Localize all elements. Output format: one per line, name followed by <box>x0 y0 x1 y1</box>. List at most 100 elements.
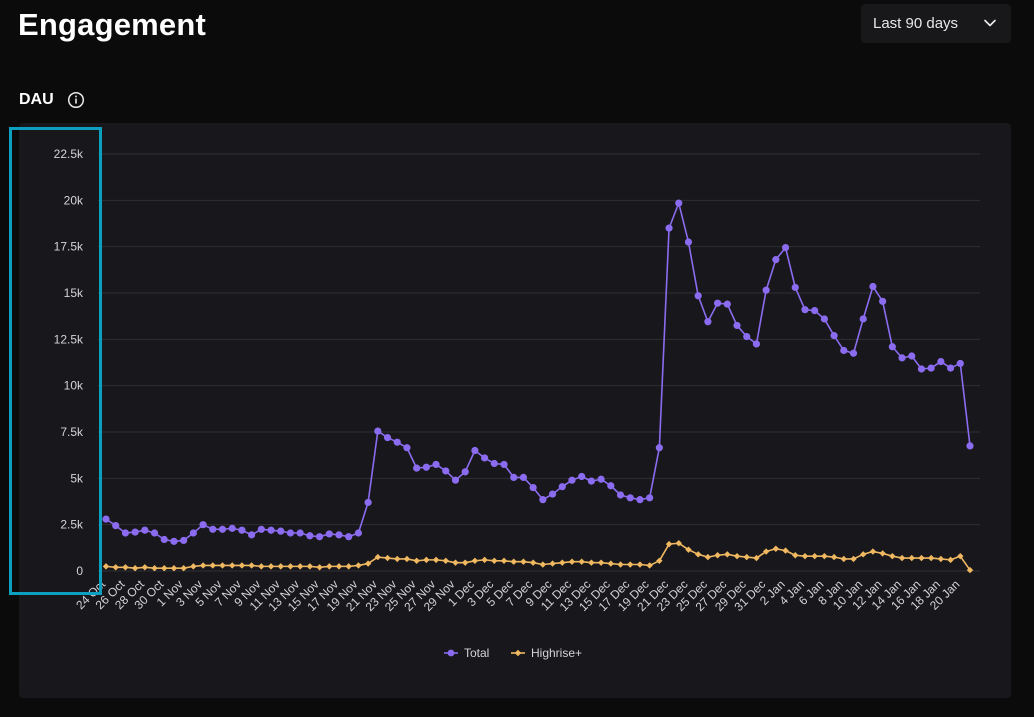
total-point <box>461 468 469 476</box>
total-point <box>772 256 780 264</box>
info-icon[interactable] <box>67 91 85 109</box>
total-point <box>568 476 576 484</box>
highrise-point <box>335 563 343 570</box>
highrise-point <box>578 558 585 565</box>
y-tick-label: 12.5k <box>54 332 84 346</box>
highrise-point <box>898 554 906 562</box>
highrise-point <box>141 564 149 571</box>
highrise-point <box>792 552 799 559</box>
highrise-point <box>258 563 265 570</box>
highrise-point <box>199 562 207 569</box>
highrise-point <box>821 552 828 560</box>
total-point <box>286 529 295 537</box>
total-point <box>548 490 557 498</box>
highrise-point <box>947 556 954 564</box>
total-point <box>529 484 537 492</box>
highrise-point <box>879 550 886 557</box>
total-point <box>636 496 644 504</box>
highrise-point <box>889 552 896 560</box>
total-point <box>393 438 401 446</box>
highrise-point <box>345 563 352 570</box>
highrise-point <box>384 554 391 562</box>
total-point <box>616 491 625 499</box>
total-point <box>160 535 168 544</box>
highrise-point <box>170 565 178 572</box>
page-title: Engagement <box>18 7 207 42</box>
y-tick-label: 10k <box>64 379 84 393</box>
legend-marker <box>514 649 522 657</box>
total-point <box>713 299 722 307</box>
total-point <box>345 533 353 541</box>
highrise-point <box>665 540 673 548</box>
total-point <box>607 482 615 490</box>
total-point <box>500 460 508 469</box>
total-point <box>539 496 547 504</box>
highrise-point <box>597 559 605 566</box>
total-point <box>781 243 790 252</box>
total-point <box>413 464 421 472</box>
total-point <box>422 463 430 471</box>
total-point <box>917 365 926 373</box>
highrise-point <box>694 551 702 558</box>
highrise-point <box>636 561 644 568</box>
highrise-point <box>927 554 935 562</box>
highrise-point <box>704 553 712 561</box>
dau-label: DAU <box>19 91 54 108</box>
highrise-point <box>908 554 915 562</box>
highrise-point <box>957 552 964 560</box>
total-point <box>879 297 887 305</box>
highrise-point <box>394 555 401 563</box>
y-tick-label: 17.5k <box>54 240 84 254</box>
highrise-point <box>801 552 809 560</box>
total-point <box>141 526 149 534</box>
total-point <box>481 454 489 462</box>
total-point <box>869 282 877 291</box>
total-point <box>354 529 363 537</box>
total-point <box>898 354 906 362</box>
legend-item-highrise[interactable]: Highrise+ <box>511 646 582 660</box>
total-point <box>908 352 916 360</box>
total-point <box>587 477 595 485</box>
total-point <box>820 315 828 323</box>
total-point <box>762 286 770 294</box>
date-range-select[interactable]: Last 90 days <box>861 4 1011 43</box>
y-tick-label: 0 <box>76 564 83 578</box>
total-point <box>442 467 450 475</box>
total-point <box>218 525 227 533</box>
highrise-point <box>131 565 139 572</box>
highrise-point <box>161 565 168 572</box>
highrise-point <box>772 545 780 552</box>
highrise-point <box>559 559 566 566</box>
highrise-point <box>423 556 430 564</box>
legend-item-total[interactable]: Total <box>444 646 489 660</box>
total-point <box>432 460 440 469</box>
highrise-point <box>306 563 314 570</box>
total-point <box>102 515 110 523</box>
highrise-point <box>180 565 187 572</box>
chevron-down-icon <box>984 19 996 27</box>
highrise-point <box>627 561 634 568</box>
highrise-point <box>840 555 847 563</box>
highrise-point <box>753 554 760 562</box>
highrise-point <box>374 553 382 561</box>
total-point <box>471 446 479 455</box>
highrise-point <box>481 556 488 564</box>
total-point <box>675 199 683 207</box>
highrise-point <box>102 563 110 570</box>
date-range-value: Last 90 days <box>873 15 959 32</box>
highrise-point <box>733 552 741 560</box>
highrise-point <box>267 563 275 570</box>
highrise-point <box>316 564 323 571</box>
highrise-point <box>539 561 547 568</box>
total-point <box>296 529 304 537</box>
highrise-point <box>782 547 789 554</box>
highrise-point <box>277 563 284 570</box>
highrise-point <box>296 563 304 570</box>
highrise-point <box>190 563 197 570</box>
total-point <box>578 472 586 481</box>
legend-label: Highrise+ <box>531 646 582 660</box>
highrise-point <box>724 551 731 558</box>
highrise-point <box>471 557 479 565</box>
total-point <box>189 529 197 537</box>
